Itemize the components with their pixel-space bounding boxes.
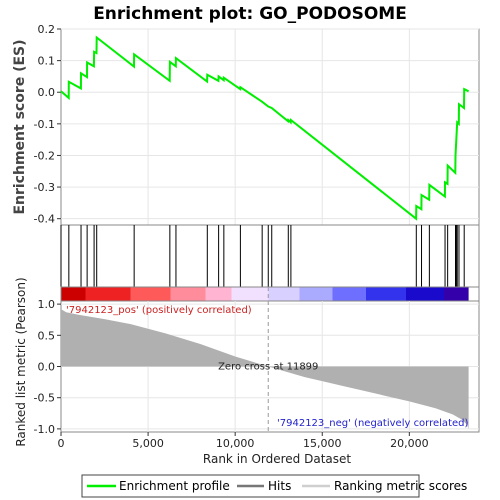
es-grid [61,28,479,225]
xtick-label: 10,000 [216,437,255,450]
legend-enrichment-profile: Enrichment profile [119,479,230,493]
es-ytick-label: 0.1 [38,55,56,68]
x-axis-ticks: 0 5,000 10,000 15,000 20,000 [58,432,429,450]
x-axis-label: Rank in Ordered Dataset [203,452,351,466]
es-ytick-label: -0.2 [34,149,55,162]
ranked-list-heatmap [61,287,469,301]
es-ytick-label: -0.3 [34,181,55,194]
xtick-label: 15,000 [303,437,342,450]
metric-ytick-label: -0.5 [34,392,55,405]
hits-ticks [60,225,465,287]
es-ytick-label: 0.2 [38,23,56,36]
metric-y-ticks: 1.0 0.5 0.0 -0.5 -1.0 [34,298,61,436]
legend: Enrichment profile Hits Ranking metric s… [81,474,467,498]
es-ytick-label: 0.0 [38,86,56,99]
xtick-label: 20,000 [390,437,429,450]
metric-ytick-label: 0.0 [38,361,56,374]
enrichment-profile-line [60,35,470,221]
xtick-label: 0 [58,437,65,450]
legend-hits: Hits [268,479,291,493]
metric-ytick-label: 0.5 [38,329,56,342]
negative-correlation-label: '7942123_neg' (negatively correlated) [277,418,468,429]
metric-ytick-label: -1.0 [34,423,55,436]
es-y-axis-label: Enrichment score (ES) [12,39,28,214]
hits-panel [60,224,480,288]
positive-correlation-label: '7942123_pos' (positively correlated) [66,305,252,316]
xtick-label: 5,000 [132,437,164,450]
metric-ytick-label: 1.0 [38,298,56,311]
legend-ranking-metric-scores: Ranking metric scores [334,479,467,493]
ranking-metric-area [61,309,469,429]
metric-y-axis-label: Ranked list metric (Pearson) [14,277,28,446]
es-ytick-label: -0.1 [34,118,55,131]
es-ytick-label: -0.4 [34,213,55,226]
chart-title: Enrichment plot: GO_PODOSOME [93,4,407,24]
es-y-ticks: 0.2 0.1 0.0 -0.1 -0.2 -0.3 -0.4 [34,23,61,226]
zero-cross-label: Zero cross at 11899 [218,362,318,373]
